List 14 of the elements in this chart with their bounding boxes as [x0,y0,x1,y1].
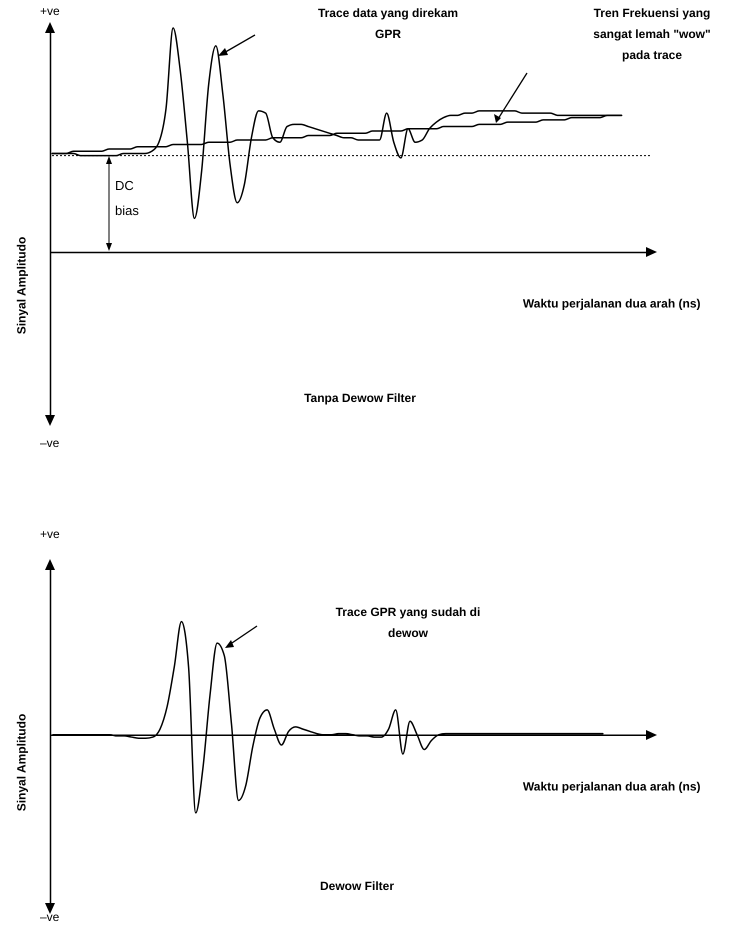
annotation: Trace GPR yang sudah di dewow [336,605,480,640]
y-axis-title: Sinyal Amplitudo [14,236,28,334]
legend-label: DC bias [115,178,140,218]
text: +ve [40,527,60,541]
annotation: Tren Frekuensi yang sangat lemah "wow" pada trace [593,6,711,62]
x-axis-title: Waktu perjalanan dua arah (ns) [522,779,700,794]
annotation: Trace data yang direkam GPR [318,6,458,41]
text: +ve [40,4,60,18]
text: –ve [40,436,60,450]
x-axis-title: Waktu perjalanan dua arah (ns) [522,296,700,310]
y-axis-title: Sinyal Amplitudo [14,714,28,812]
text: –ve [40,910,60,924]
text: Dewow Filter [320,879,394,893]
text: Tanpa Dewow Filter [304,391,416,405]
